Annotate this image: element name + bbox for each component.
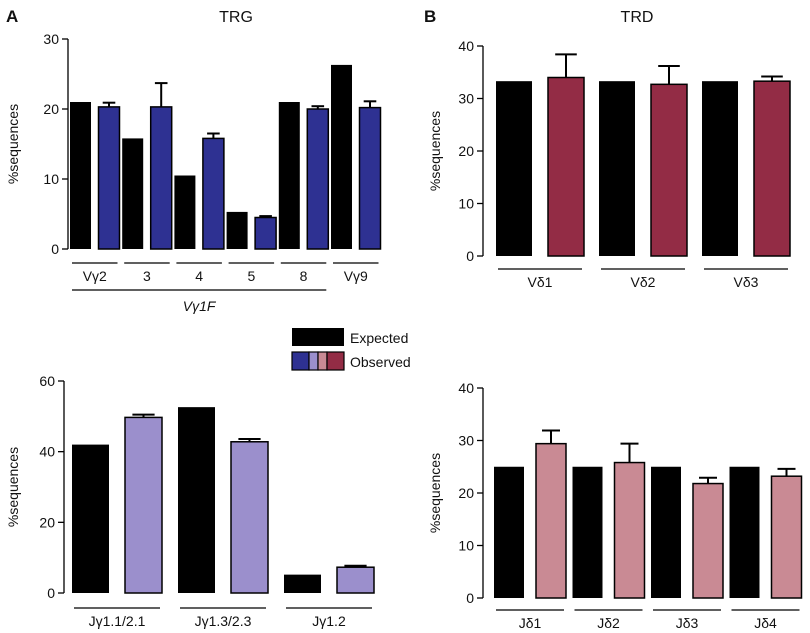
trd_j-bar-observed bbox=[770, 475, 803, 599]
legend-observed-swatch-trd-v bbox=[326, 351, 345, 371]
trg_v-category-label: 5 bbox=[247, 268, 255, 284]
trg_v-bar-observed bbox=[358, 106, 382, 250]
trg_v-category-label: 4 bbox=[195, 268, 203, 284]
trg_v-title: TRG bbox=[219, 9, 253, 26]
trd_j-ytick-label: 40 bbox=[458, 380, 474, 396]
trg_j-bar-expected bbox=[72, 444, 109, 593]
trd_v-bar-expected bbox=[599, 81, 635, 256]
trd_j-bar-expected bbox=[494, 466, 524, 598]
trg_v-ylabel: %sequences bbox=[5, 104, 21, 184]
trd_j-category-label: Jδ3 bbox=[676, 615, 699, 631]
trd_j-ylabel: %sequences bbox=[427, 453, 443, 533]
trd_v-category-label: Vδ2 bbox=[631, 274, 656, 290]
legend-observed-swatch-trg-j bbox=[308, 351, 319, 371]
trd_v-ytick-label: 0 bbox=[466, 248, 474, 264]
trd_v-bar-expected bbox=[496, 81, 532, 256]
trg_j-bar-observed bbox=[230, 441, 269, 594]
trd_j-bar-observed bbox=[535, 442, 567, 599]
trg_j-ytick-label: 40 bbox=[39, 444, 55, 460]
trg_v-ytick-label: 20 bbox=[43, 101, 59, 117]
trd_j-bar-expected bbox=[651, 466, 681, 598]
trd_j-category-label: Jδ4 bbox=[754, 615, 777, 631]
trg_v-ytick-label: 0 bbox=[51, 241, 59, 257]
trd_j-ytick-label: 30 bbox=[458, 433, 474, 449]
trg_v-category-label: Vγ2 bbox=[83, 268, 107, 284]
trd_j-bar-observed bbox=[692, 482, 724, 599]
trd_v-bar-expected bbox=[702, 81, 738, 256]
trg_j-ytick-label: 0 bbox=[47, 585, 55, 601]
panel-a-letter: A bbox=[6, 7, 18, 26]
trd-v-chart: TRD 0 10 20 30 40 %sequences Vδ1 Vδ2 Vδ3 bbox=[427, 9, 791, 290]
trd_v-bar-observed bbox=[753, 80, 791, 257]
legend-expected-label: Expected bbox=[350, 330, 408, 346]
trd_j-ytick-label: 0 bbox=[466, 590, 474, 606]
trg_j-bar-expected bbox=[284, 574, 321, 593]
trg_v-bar-expected bbox=[226, 211, 248, 249]
trg_j-category-label: Jγ1.2 bbox=[312, 613, 346, 629]
trg_v-category-label: 8 bbox=[300, 268, 308, 284]
trd_j-category-label: Jδ1 bbox=[519, 615, 542, 631]
trg_v-group-label: Vγ1F bbox=[183, 298, 217, 314]
trd_j-ytick-label: 10 bbox=[458, 538, 474, 554]
trg_v-bar-observed bbox=[149, 106, 173, 250]
trd_j-bar-expected bbox=[729, 466, 760, 598]
trg_j-bar-observed bbox=[336, 566, 375, 594]
trd_v-ytick-label: 20 bbox=[458, 143, 474, 159]
trg_j-bar-expected bbox=[178, 407, 215, 593]
trg_v-bar-observed bbox=[306, 108, 330, 250]
trd_j-category-label: Jδ2 bbox=[597, 615, 620, 631]
trd_v-category-label: Vδ3 bbox=[734, 274, 759, 290]
trg_v-bar-observed bbox=[97, 106, 121, 250]
trd_j-ytick-label: 20 bbox=[458, 485, 474, 501]
trg_v-category-label: 3 bbox=[143, 268, 151, 284]
trg_v-bar-expected bbox=[331, 64, 352, 250]
legend-observed-label: Observed bbox=[350, 354, 411, 370]
trd_v-ytick-label: 30 bbox=[458, 91, 474, 107]
trd_v-ytick-label: 10 bbox=[458, 196, 474, 212]
legend-observed-swatch-trd-j bbox=[317, 351, 328, 371]
trd_v-ylabel: %sequences bbox=[427, 111, 443, 191]
trg_j-bar-observed bbox=[124, 416, 163, 594]
trg_v-ytick-label: 10 bbox=[43, 171, 59, 187]
trg_j-ytick-label: 20 bbox=[39, 514, 55, 530]
trg_v-bar-expected bbox=[278, 102, 300, 249]
trg_j-category-label: Jγ1.3/2.3 bbox=[195, 613, 252, 629]
trd_v-title: TRD bbox=[621, 9, 654, 26]
trd_v-bar-observed bbox=[547, 76, 585, 257]
trd_j-bar-observed bbox=[613, 461, 646, 599]
legend-observed-swatch-trg-v bbox=[291, 351, 310, 371]
trg_j-ylabel: %sequences bbox=[5, 447, 21, 527]
trg_v-bar-observed bbox=[254, 216, 277, 250]
trg-v-chart: TRG 0 10 20 30 %sequences Vγ2 3 4 5 8 Vγ9 Vγ1F bbox=[5, 9, 382, 314]
trg_j-category-label: Jγ1.1/2.1 bbox=[89, 613, 146, 629]
trd_v-category-label: Vδ1 bbox=[528, 274, 553, 290]
panel-b-letter: B bbox=[424, 7, 436, 26]
legend: Expected Observed bbox=[291, 328, 411, 371]
trg_v-bar-expected bbox=[70, 102, 91, 249]
trd_v-ytick-label: 40 bbox=[458, 38, 474, 54]
trd_v-bar-observed bbox=[650, 83, 688, 257]
trg_v-bar-expected bbox=[122, 138, 144, 249]
legend-expected-swatch bbox=[292, 328, 344, 346]
trg_v-bar-expected bbox=[174, 175, 196, 249]
trg_v-bar-observed bbox=[202, 137, 225, 250]
trg_v-ytick-label: 30 bbox=[43, 31, 59, 47]
trd_j-bar-expected bbox=[572, 466, 603, 598]
trg_v-category-label: Vγ9 bbox=[344, 268, 368, 284]
trg-j-chart: 0 20 40 60 %sequences Jγ1.1/2.1 Jγ1.3/2.3 Jγ1.2 bbox=[5, 373, 375, 629]
trg_j-ytick-label: 60 bbox=[39, 373, 55, 389]
trd-j-chart: 0 10 20 30 40 %sequences Jδ1 Jδ2 Jδ3 Jδ4 bbox=[427, 380, 803, 631]
